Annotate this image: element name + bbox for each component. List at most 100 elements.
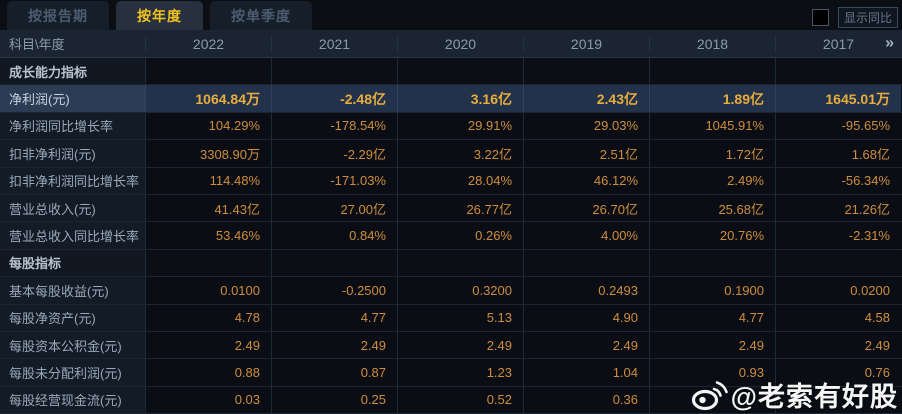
- cell-value: 0.88: [145, 359, 271, 386]
- cell-value: 2.51亿: [523, 140, 649, 167]
- year-column-2017[interactable]: 2017 »: [775, 33, 901, 52]
- cell-value: [397, 249, 523, 277]
- tab-single-quarter[interactable]: 按单季度: [210, 1, 312, 30]
- section-row: 成长能力指标: [0, 58, 902, 86]
- cell-value: 0.36: [523, 386, 649, 414]
- cell-value: [649, 58, 775, 85]
- table-row: 每股净资产(元) 4.78 4.77 5.13 4.90 4.77 4.58: [0, 304, 902, 332]
- show-yoy-label[interactable]: 显示同比: [838, 7, 898, 28]
- year-column-2020[interactable]: 2020: [397, 35, 523, 52]
- row-label: 每股经营现金流(元): [0, 386, 145, 414]
- cell-value: 2.49: [523, 331, 649, 359]
- cell-value: 29.91%: [397, 112, 523, 140]
- cell-value: 0.84%: [271, 222, 397, 249]
- cell-value: -2.48亿: [271, 85, 397, 112]
- table-row: 每股资本公积金(元) 2.49 2.49 2.49 2.49 2.49 2.49: [0, 331, 902, 360]
- row-label: 每股净资产(元): [0, 304, 145, 331]
- cell-value: 0.87: [271, 359, 397, 386]
- period-tab-bar: 按报告期 按年度 按单季度 显示同比: [0, 0, 902, 30]
- year-label: 2017: [822, 35, 855, 52]
- cell-value: -95.65%: [775, 112, 901, 140]
- cell-value: 0.52: [397, 386, 523, 414]
- cell-value: -2.31%: [775, 222, 901, 249]
- cell-value: 4.00%: [523, 222, 649, 249]
- cell-value: 1.72亿: [649, 140, 775, 167]
- cell-value: [775, 386, 901, 414]
- cell-value: -56.34%: [775, 167, 901, 194]
- cell-value: 2.49: [397, 331, 523, 359]
- cell-value: [271, 58, 397, 85]
- cell-value: 1.23: [397, 359, 523, 386]
- cell-value: [649, 386, 775, 414]
- cell-value: 1.04: [523, 359, 649, 386]
- year-column-2019[interactable]: 2019: [523, 35, 649, 52]
- cell-value: 27.00亿: [271, 194, 397, 222]
- year-column-2018[interactable]: 2018: [649, 35, 775, 52]
- cell-value: 21.26亿: [775, 194, 901, 222]
- cell-value: 3.22亿: [397, 140, 523, 167]
- cell-value: 0.0200: [775, 277, 901, 304]
- cell-value: 20.76%: [649, 222, 775, 249]
- cell-value: [775, 58, 901, 85]
- cell-value: -0.2500: [271, 277, 397, 304]
- more-columns-icon[interactable]: »: [885, 33, 894, 51]
- table-body: 成长能力指标 净利润(元) 1064.84万 -2.48亿 3.16亿 2.43亿 1.89…: [0, 58, 902, 414]
- row-label: 扣非净利润同比增长率: [0, 167, 145, 194]
- cell-value: 4.77: [271, 304, 397, 331]
- cell-value: 0.26%: [397, 222, 523, 249]
- year-column-2022[interactable]: 2022: [145, 35, 271, 52]
- row-label: 营业总收入同比增长率: [0, 222, 145, 249]
- cell-value: 28.04%: [397, 167, 523, 194]
- show-yoy-checkbox[interactable]: [812, 9, 829, 26]
- row-label: 净利润(元): [0, 85, 145, 112]
- row-label: 基本每股收益(元): [0, 277, 145, 304]
- row-label: 每股资本公积金(元): [0, 331, 145, 359]
- table-row: 净利润(元) 1064.84万 -2.48亿 3.16亿 2.43亿 1.89亿 1645.…: [0, 85, 902, 113]
- cell-value: 2.43亿: [523, 85, 649, 112]
- tab-report-period[interactable]: 按报告期: [7, 1, 109, 30]
- cell-value: -178.54%: [271, 112, 397, 140]
- corner-header: 科目\年度: [9, 37, 65, 52]
- cell-value: [523, 58, 649, 85]
- cell-value: 4.78: [145, 304, 271, 331]
- table-row: 净利润同比增长率 104.29% -178.54% 29.91% 29.03% 1045.…: [0, 112, 902, 141]
- cell-value: 2.49%: [649, 167, 775, 194]
- year-column-2021[interactable]: 2021: [271, 35, 397, 52]
- cell-value: 4.58: [775, 304, 901, 331]
- cell-value: 0.0100: [145, 277, 271, 304]
- table-row: 扣非净利润同比增长率 114.48% -171.03% 28.04% 46.12% 2.4…: [0, 167, 902, 195]
- cell-value: 4.77: [649, 304, 775, 331]
- cell-value: 29.03%: [523, 112, 649, 140]
- tab-annual[interactable]: 按年度: [116, 1, 203, 30]
- cell-value: 53.46%: [145, 222, 271, 249]
- row-label: 成长能力指标: [0, 58, 145, 85]
- cell-value: 1.68亿: [775, 140, 901, 167]
- cell-value: 2.49: [775, 331, 901, 359]
- table-row: 每股经营现金流(元) 0.03 0.25 0.52 0.36: [0, 386, 902, 414]
- cell-value: [775, 249, 901, 277]
- cell-value: 46.12%: [523, 167, 649, 194]
- table-row: 营业总收入同比增长率 53.46% 0.84% 0.26% 4.00% 20.76% -2.…: [0, 222, 902, 250]
- cell-value: 1045.91%: [649, 112, 775, 140]
- cell-value: [649, 249, 775, 277]
- cell-value: [145, 58, 271, 85]
- cell-value: 26.77亿: [397, 194, 523, 222]
- cell-value: 2.49: [649, 331, 775, 359]
- table-header-row: 科目\年度 2022 2021 2020 2019 2018 2017 »: [0, 30, 902, 58]
- cell-value: 0.2493: [523, 277, 649, 304]
- cell-value: 104.29%: [145, 112, 271, 140]
- cell-value: 4.90: [523, 304, 649, 331]
- row-label: 净利润同比增长率: [0, 112, 145, 140]
- row-label: 营业总收入(元): [0, 194, 145, 222]
- cell-value: [523, 249, 649, 277]
- section-row: 每股指标: [0, 249, 902, 278]
- yoy-controls: 显示同比: [812, 7, 898, 28]
- cell-value: 3.16亿: [397, 85, 523, 112]
- cell-value: 3308.90万: [145, 140, 271, 167]
- cell-value: 0.1900: [649, 277, 775, 304]
- row-label: 扣非净利润(元): [0, 140, 145, 167]
- table-row: 每股未分配利润(元) 0.88 0.87 1.23 1.04 0.93 0.76: [0, 359, 902, 387]
- cell-value: 0.25: [271, 386, 397, 414]
- cell-value: [271, 249, 397, 277]
- cell-value: 2.49: [271, 331, 397, 359]
